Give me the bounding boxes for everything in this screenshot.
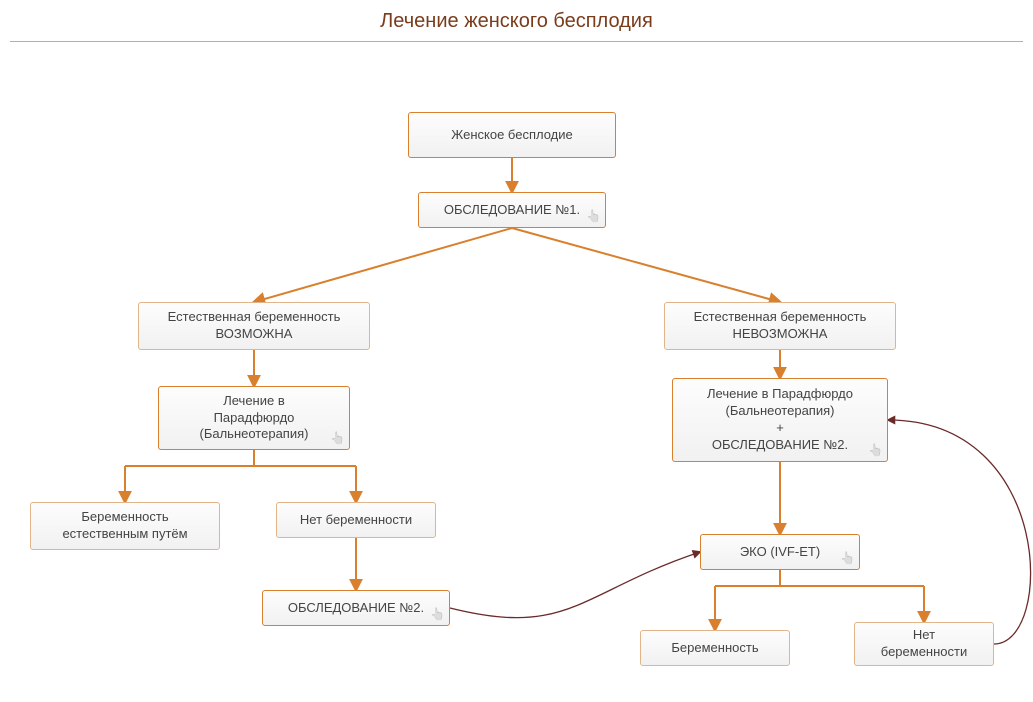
node-label: Нет беременности: [300, 512, 412, 529]
node-treat2[interactable]: Лечение в Парадфюрдо (Бальнеотерапия) + …: [672, 378, 888, 462]
node-label: Беременность естественным путём: [62, 509, 187, 543]
node-label: Лечение в Парадфюрдо (Бальнеотерапия): [200, 393, 309, 444]
node-label: Нет беремeнности: [881, 627, 967, 661]
flowchart-canvas: Женское бесплодие ОБСЛЕДОВАНИЕ №1. 👆 Естест…: [0, 42, 1033, 702]
cursor-icon: 👆: [840, 551, 855, 567]
node-no_preg2: Нет беремeнности: [854, 622, 994, 666]
node-label: Беременность: [671, 640, 758, 657]
node-root: Женское бесплодие: [408, 112, 616, 158]
node-label: ОБСЛЕДОВАНИЕ №2.: [288, 600, 424, 617]
node-label: ЭКО (IVF-ET): [740, 544, 820, 561]
node-ivf[interactable]: ЭКО (IVF-ET) 👆: [700, 534, 860, 570]
page-title: Лечение женского бесплодия: [10, 0, 1023, 42]
cursor-icon: 👆: [430, 607, 445, 623]
node-preg: Беременность: [640, 630, 790, 666]
node-treat1[interactable]: Лечение в Парадфюрдо (Бальнеотерапия) 👆: [158, 386, 350, 450]
cursor-icon: 👆: [868, 443, 883, 459]
node-exam1[interactable]: ОБСЛЕДОВАНИЕ №1. 👆: [418, 192, 606, 228]
node-label: Естественная беременность ВОЗМОЖНА: [168, 309, 341, 343]
node-label: Женское бесплодие: [451, 127, 572, 144]
node-no_preg1: Нет беременности: [276, 502, 436, 538]
node-possible: Естественная беременность ВОЗМОЖНА: [138, 302, 370, 350]
cursor-icon: 👆: [330, 431, 345, 447]
node-nat_preg: Беременность естественным путём: [30, 502, 220, 550]
cursor-icon: 👆: [586, 209, 601, 225]
node-label: ОБСЛЕДОВАНИЕ №1.: [444, 202, 580, 219]
node-label: Естественная беременность НЕВОЗМОЖНА: [694, 309, 867, 343]
node-label: Лечение в Парадфюрдо (Бальнеотерапия) + …: [707, 386, 853, 454]
node-exam2[interactable]: ОБСЛЕДОВАНИЕ №2. 👆: [262, 590, 450, 626]
node-impossible: Естественная беременность НЕВОЗМОЖНА: [664, 302, 896, 350]
